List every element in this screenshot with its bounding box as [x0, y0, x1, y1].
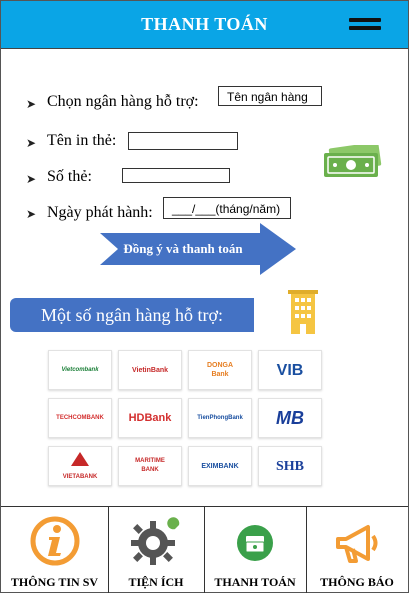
- bank-logo-hdbank[interactable]: HDBank: [118, 398, 182, 438]
- building-icon: [288, 290, 318, 334]
- page-title: THANH TOÁN: [141, 14, 268, 34]
- bank-logo-vib[interactable]: VIB: [258, 350, 322, 390]
- bank-logo-vietabank[interactable]: VIETABANK: [48, 446, 112, 486]
- bullet-icon: ➤: [26, 136, 37, 150]
- app-header: THANH TOÁN: [1, 1, 408, 49]
- money-icon: [324, 145, 382, 177]
- nav-student-info[interactable]: THÔNG TIN SV: [1, 507, 109, 593]
- gear-wrench-icon: [131, 517, 180, 565]
- nav-payment-label: THANH TOÁN: [214, 575, 296, 589]
- hamburger-menu-icon[interactable]: [349, 18, 381, 32]
- bank-label: Chọn ngân hàng hỗ trợ:: [47, 93, 199, 110]
- bank-logo-vietinbank[interactable]: VietinBank: [118, 350, 182, 390]
- bullet-icon: ➤: [26, 207, 37, 221]
- nav-notifications[interactable]: THÔNG BÁO: [306, 507, 408, 593]
- nav-payment[interactable]: THANH TOÁN: [204, 507, 307, 593]
- agree-and-pay-button[interactable]: Đồng ý và thanh toán: [100, 223, 296, 275]
- card-number-field[interactable]: [122, 168, 230, 183]
- bottom-nav: THÔNG TIN SV TIỆN ÍCH THANH TOÁN: [1, 506, 408, 593]
- nav-student-info-label: THÔNG TIN SV: [10, 575, 99, 589]
- nav-notifications-label: THÔNG BÁO: [320, 575, 394, 589]
- bank-logo-maritime[interactable]: MARITIME BANK: [118, 446, 182, 486]
- bank-logo-tienphongbank[interactable]: TienPhongBank: [188, 398, 252, 438]
- bank-logo-vietcombank[interactable]: Vietcombank: [48, 350, 112, 390]
- megaphone-icon: [336, 525, 378, 563]
- card-name-field[interactable]: [128, 132, 238, 150]
- issue-date-label: Ngày phát hành:: [47, 204, 153, 221]
- bullet-icon: ➤: [26, 172, 37, 186]
- bank-logo-mb[interactable]: MB: [258, 398, 322, 438]
- info-icon: [30, 516, 79, 566]
- bank-logo-shb[interactable]: SHB: [258, 446, 322, 486]
- card-name-label: Tên in thẻ:: [47, 132, 117, 149]
- payment-icon: [237, 525, 273, 561]
- bank-select[interactable]: Tên ngân hàng: [218, 86, 322, 106]
- nav-utilities-label: TIỆN ÍCH: [128, 575, 184, 589]
- issue-date-field[interactable]: ___/___(tháng/năm): [163, 197, 291, 219]
- bank-logo-grid: Vietcombank VietinBank DONGA Bank VIB TE…: [48, 350, 322, 486]
- agree-and-pay-label: Đồng ý và thanh toán: [123, 241, 243, 256]
- bank-logo-donga[interactable]: DONGA Bank: [188, 350, 252, 390]
- card-number-label: Số thẻ:: [47, 168, 92, 185]
- bank-logo-eximbank[interactable]: EXIMBANK: [188, 446, 252, 486]
- bank-logo-techcombank[interactable]: TECHCOMBANK: [48, 398, 112, 438]
- vietabank-logo-icon: [71, 452, 89, 466]
- supported-banks-title: Một số ngân hàng hỗ trợ:: [10, 298, 254, 332]
- nav-utilities[interactable]: TIỆN ÍCH: [108, 507, 205, 593]
- bullet-icon: ➤: [26, 97, 37, 111]
